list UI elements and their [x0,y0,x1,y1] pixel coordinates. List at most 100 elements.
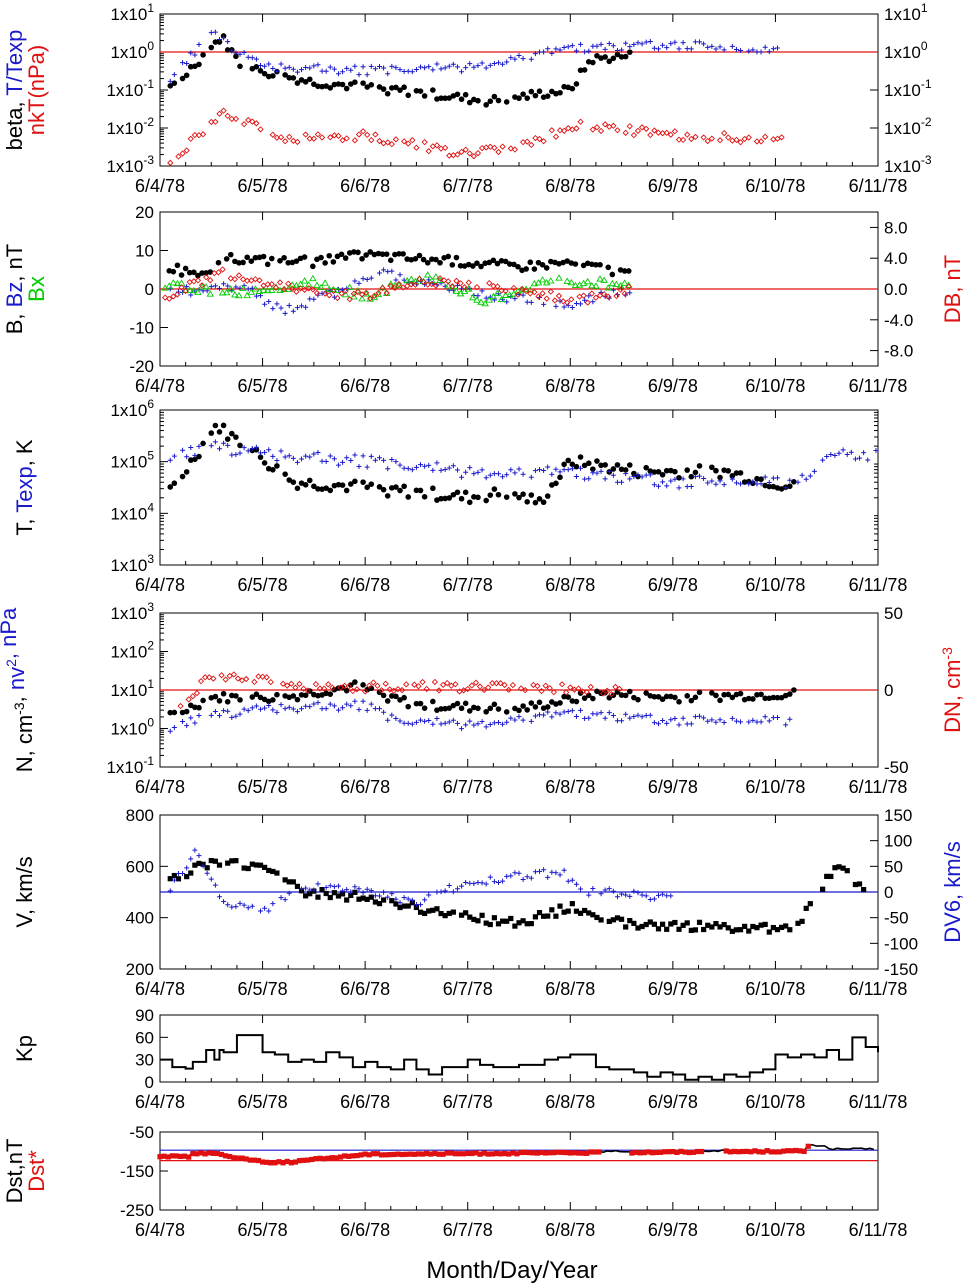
data-point [306,135,313,142]
data-point [618,54,625,60]
data-point [434,460,440,466]
data-point [420,256,427,263]
data-point [857,455,863,461]
data-point [651,45,657,51]
data-point [240,259,246,266]
y-tick-label: 600 [126,857,154,876]
data-point [524,707,531,713]
data-point [282,72,288,78]
data-point [348,457,354,463]
data-point [188,870,194,876]
data-point [409,467,415,473]
data-point [490,282,497,290]
data-point [327,453,333,459]
data-point [768,1149,774,1155]
data-point [565,878,571,884]
data-point [772,1149,779,1155]
data-point [218,289,227,296]
data-point [224,47,231,53]
data-point [597,127,605,135]
data-point [625,283,632,290]
data-point [770,924,776,931]
data-point [272,284,280,291]
data-point [631,474,637,480]
data-point [700,134,707,141]
data-point [208,284,214,290]
data-point [405,494,412,500]
data-point [631,920,637,927]
data-point [388,141,395,148]
y-tick-label: 1x10-1 [106,754,154,777]
data-point [352,698,358,704]
data-point [179,150,186,157]
data-point [183,469,190,475]
data-point [343,687,350,694]
data-point [174,291,181,298]
data-point [241,706,247,712]
data-point [368,81,375,88]
data-point [616,685,623,693]
data-point [424,1150,430,1157]
data-point [341,682,348,689]
data-point [372,131,379,138]
data-point [750,47,756,53]
data-point [688,721,694,727]
data-point [269,131,276,138]
data-point [215,259,222,266]
data-point [421,139,428,146]
data-point [551,1150,557,1156]
data-point [378,1152,385,1158]
data-point [350,293,358,300]
data-point [180,718,186,724]
data-point [475,63,481,69]
data-point [578,301,584,307]
data-point [196,713,202,719]
data-point [608,690,615,698]
data-point [745,695,752,702]
data-point [286,879,292,885]
y-tick-label: 30 [135,1051,154,1070]
data-point [307,704,313,710]
data-point [258,706,264,712]
data-point [549,907,555,913]
data-point [459,726,465,732]
data-point [503,494,510,500]
data-point [192,862,198,868]
y-axis-label-2: Dst* [24,1150,49,1192]
data-point [199,131,207,138]
data-point [290,706,296,712]
y-tick-label: 400 [126,909,154,928]
y-tick-label: 1x100 [110,39,154,62]
data-point [231,276,239,283]
data-point [478,263,484,270]
data-point [463,879,469,885]
data-point [258,293,264,299]
data-point [337,1154,344,1160]
y2-tick-label: 0 [884,681,893,700]
data-point [541,49,547,55]
data-point [399,1151,405,1158]
data-point [237,697,243,703]
data-point [171,872,177,879]
data-point [578,886,584,892]
data-point [824,873,830,879]
data-point [419,678,426,686]
data-point [542,682,549,689]
data-point [387,282,394,290]
data-point [803,905,809,911]
data-point [530,1150,536,1156]
data-point [622,692,629,699]
data-point [571,281,580,289]
data-point [622,53,629,60]
data-point [180,871,186,877]
data-point [229,858,235,864]
data-point [738,719,744,725]
data-point [457,263,464,269]
data-point [266,447,272,453]
y2-tick-label: 50 [884,604,903,623]
data-point [557,872,563,878]
data-point [360,682,366,688]
data-point [721,482,727,488]
data-point [493,680,500,687]
data-point [381,889,387,895]
